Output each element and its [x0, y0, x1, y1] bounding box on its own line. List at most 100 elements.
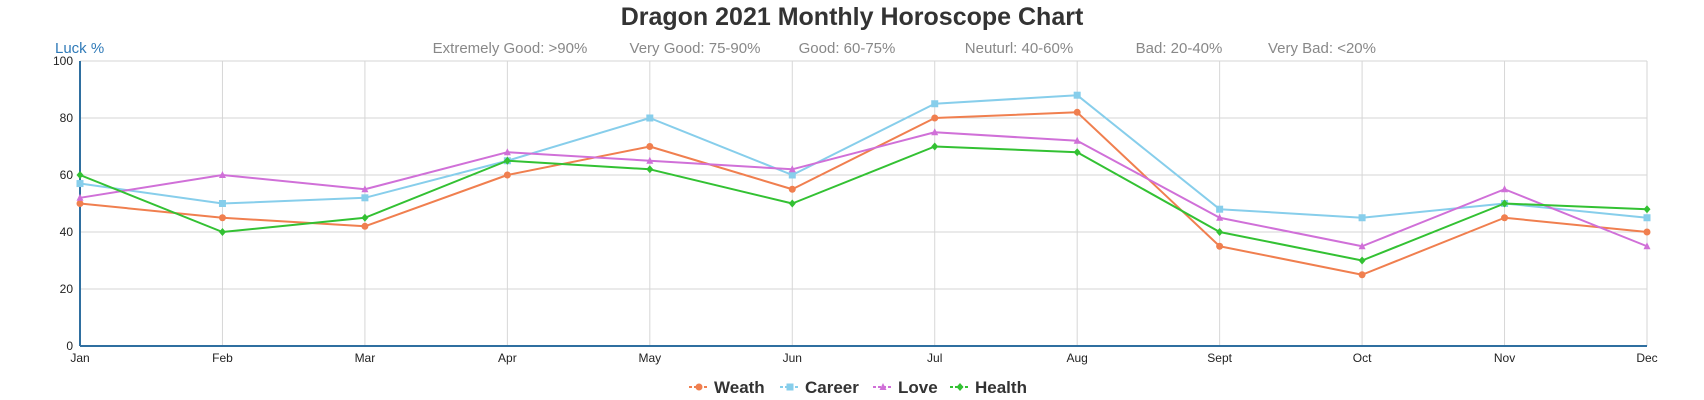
data-point-health — [1643, 205, 1651, 214]
y-tick-label: 80 — [60, 111, 74, 125]
x-tick-labels: Jan Feb Mar Apr May Jun Jul Aug Sept Oct Nov Dec — [70, 351, 1657, 365]
legend-item-career[interactable]: Career — [780, 378, 859, 397]
data-point-career — [218, 200, 226, 207]
series-career — [76, 91, 1651, 222]
data-point-health — [646, 165, 654, 174]
legend-marker-weath-icon — [695, 383, 703, 391]
subtitle-item: Very Good: 75-90% — [630, 40, 761, 57]
data-point-weath — [1643, 228, 1651, 236]
subtitle-item: Neuturl: 40-60% — [965, 40, 1073, 57]
data-point-career — [76, 180, 84, 188]
data-point-love — [1073, 136, 1081, 144]
x-tick-label: Dec — [1636, 351, 1657, 365]
data-point-career — [1358, 214, 1366, 222]
series-love — [76, 128, 1651, 250]
grid-lines — [79, 60, 1648, 347]
data-point-love — [931, 128, 939, 136]
data-point-career — [1073, 91, 1081, 99]
x-tick-label: Oct — [1353, 351, 1372, 365]
y-tick-label: 20 — [60, 282, 74, 296]
y-tick-labels: 0 20 40 60 80 100 — [53, 54, 73, 353]
data-point-love — [1643, 242, 1651, 250]
x-tick-label: Aug — [1067, 351, 1088, 365]
data-point-career — [788, 171, 796, 179]
data-point-weath — [646, 143, 654, 150]
legend-label: Love — [898, 378, 938, 397]
y-axis-label: Luck % — [55, 40, 104, 57]
data-point-weath — [788, 185, 796, 193]
series-line-health — [79, 145, 1648, 262]
y-tick-label: 40 — [60, 225, 74, 239]
data-point-love — [1216, 213, 1224, 221]
data-point-love — [218, 171, 226, 178]
series-health — [76, 142, 1651, 265]
data-point-love — [1501, 185, 1509, 193]
y-tick-label: 100 — [53, 54, 73, 68]
data-point-health — [1501, 199, 1509, 208]
data-point-love — [646, 156, 654, 164]
data-point-health — [361, 213, 369, 222]
legend-label: Health — [975, 378, 1027, 397]
x-tick-label: May — [638, 351, 661, 365]
x-tick-label: Nov — [1494, 351, 1515, 365]
legend-marker-love-icon — [879, 383, 887, 390]
x-tick-label: Apr — [498, 351, 517, 365]
subtitle-item: Very Bad: <20% — [1268, 40, 1376, 57]
x-tick-label: Sept — [1207, 351, 1232, 365]
data-point-weath — [218, 214, 226, 222]
data-point-health — [1073, 148, 1081, 157]
series-weath — [76, 108, 1651, 279]
series-line-career — [79, 94, 1648, 219]
series-line-love — [79, 131, 1648, 248]
data-point-health — [218, 228, 226, 236]
data-point-love — [1358, 242, 1366, 250]
data-point-weath — [931, 114, 939, 122]
data-point-career — [1216, 205, 1224, 213]
data-point-weath — [361, 222, 369, 230]
x-tick-label: Jan — [70, 351, 89, 365]
x-tick-label: Mar — [355, 351, 376, 365]
data-point-weath — [1216, 242, 1224, 250]
data-point-love — [76, 193, 84, 201]
legend-marker-health-icon — [956, 383, 964, 391]
data-point-health — [1358, 256, 1366, 265]
y-tick-label: 0 — [66, 339, 73, 353]
series-line-weath — [79, 111, 1648, 276]
data-point-career — [1643, 214, 1651, 222]
data-point-health — [931, 142, 939, 151]
data-point-weath — [1073, 108, 1081, 116]
data-point-career — [931, 100, 939, 108]
chart-title: Dragon 2021 Monthly Horoscope Chart — [621, 3, 1084, 31]
data-point-health — [1216, 228, 1224, 236]
data-point-weath — [503, 171, 511, 179]
legend-item-love[interactable]: Love — [873, 378, 938, 397]
data-point-love — [503, 148, 511, 156]
legend-label: Career — [805, 378, 859, 397]
data-point-career — [646, 114, 654, 122]
subtitle-item: Extremely Good: >90% — [433, 40, 588, 57]
data-point-love — [788, 165, 796, 173]
data-point-weath — [1358, 271, 1366, 279]
data-point-health — [503, 156, 511, 165]
axes — [79, 61, 1647, 347]
x-tick-label: Jul — [927, 351, 942, 365]
legend: Weath Career Love Health — [689, 378, 1027, 397]
data-point-weath — [1501, 214, 1509, 222]
subtitle-item: Bad: 20-40% — [1136, 40, 1223, 57]
legend-item-weath[interactable]: Weath — [689, 378, 765, 397]
data-point-love — [361, 185, 369, 193]
y-tick-label: 60 — [60, 168, 74, 182]
data-point-health — [76, 171, 84, 179]
legend-item-health[interactable]: Health — [950, 378, 1027, 397]
legend-marker-career-icon — [786, 383, 794, 391]
x-tick-label: Feb — [212, 351, 233, 365]
data-point-health — [788, 199, 796, 208]
x-tick-label: Jun — [783, 351, 802, 365]
chart-subtitle: Extremely Good: >90% Very Good: 75-90% Goo… — [433, 40, 1376, 57]
data-point-career — [361, 194, 369, 202]
subtitle-item: Good: 60-75% — [799, 40, 896, 57]
data-point-weath — [76, 200, 84, 207]
series-lines — [76, 91, 1651, 279]
